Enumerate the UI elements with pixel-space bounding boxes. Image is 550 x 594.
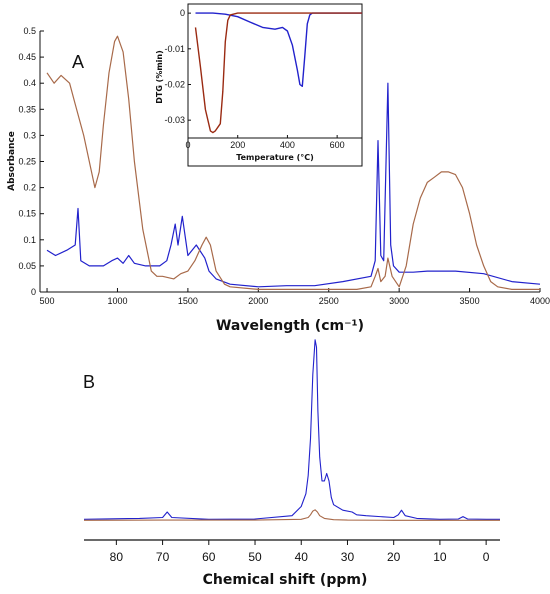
panel-a-series-blue-line — [46, 82, 541, 288]
x-tick-label-b: 70 — [156, 550, 170, 564]
x-tick-label-a: 2500 — [319, 296, 339, 306]
inset-panel: 0 200 400 600 0 -0.01 -0.02 -0.03 DTG (%min) Te… — [155, 3, 363, 167]
y-tick-label-a: 0.25 — [18, 157, 36, 167]
panel-a-series-brown-line — [46, 35, 540, 290]
y-tick-label-inset: -0.01 — [164, 44, 185, 54]
x-axis-label-b: Chemical shift (ppm) — [203, 572, 368, 588]
y-tick-label-inset: -0.02 — [164, 79, 185, 89]
tick-group-b: 80 70 60 50 40 30 20 10 0 — [110, 540, 490, 564]
panel-b-series-brown-line — [83, 509, 500, 521]
tick-group-inset: 0 200 400 600 0 -0.01 -0.02 -0.03 — [164, 8, 362, 150]
x-tick-label-a: 1500 — [178, 296, 198, 306]
inset-series-blue-line — [195, 12, 362, 88]
x-tick-label-b: 40 — [295, 550, 309, 564]
x-tick-label-b: 60 — [202, 550, 216, 564]
y-tick-label-a: 0.05 — [18, 261, 36, 271]
panel-b-series-blue-line — [83, 339, 500, 520]
x-tick-label-b: 10 — [433, 550, 447, 564]
panel-b: B 80 70 60 50 40 30 20 10 0 Chemical shift (ppm) — [83, 339, 500, 588]
x-tick-label-inset: 400 — [280, 140, 295, 150]
y-axis-label-inset: DTG (%min) — [155, 50, 164, 104]
x-tick-label-b: 20 — [387, 550, 401, 564]
y-tick-label-a: 0.3 — [23, 130, 36, 140]
y-tick-label-inset: 0 — [180, 8, 185, 18]
y-axis-label-a: Absorbance — [7, 131, 17, 191]
x-axis-label-inset: Temperature (°C) — [236, 153, 314, 162]
y-tick-label-a: 0.1 — [23, 235, 36, 245]
inset-frame — [187, 3, 363, 167]
y-tick-label-a: 0.5 — [23, 26, 36, 36]
y-tick-label-a: 0.2 — [23, 183, 36, 193]
inset-series-darkred-line — [194, 12, 362, 134]
x-tick-label-b: 0 — [483, 550, 490, 564]
y-tick-label-inset: -0.03 — [164, 115, 185, 125]
x-tick-label-a: 3000 — [389, 296, 409, 306]
series-group-inset — [194, 12, 362, 134]
panel-a: A 500 1000 1500 2000 2500 3000 3500 400000.050.… — [7, 26, 550, 334]
x-tick-label-a: 4000 — [530, 296, 550, 306]
x-tick-label-b: 30 — [341, 550, 355, 564]
y-tick-label-a: 0.4 — [23, 78, 36, 88]
panel-label-b: B — [83, 372, 95, 392]
y-tick-label-a: 0.45 — [18, 52, 36, 62]
series-group-b — [83, 339, 500, 521]
panel-label-a: A — [72, 52, 84, 72]
x-tick-label-inset: 600 — [330, 140, 345, 150]
x-tick-label-b: 80 — [110, 550, 124, 564]
x-tick-label-a: 2000 — [248, 296, 268, 306]
y-tick-label-a: 0 — [31, 287, 36, 297]
x-tick-label-b: 50 — [248, 550, 262, 564]
x-tick-label-inset: 0 — [185, 140, 190, 150]
x-tick-label-a: 3500 — [460, 296, 480, 306]
series-group-a — [46, 35, 541, 290]
x-tick-label-a: 1000 — [107, 296, 127, 306]
x-tick-label-inset: 200 — [230, 140, 245, 150]
y-tick-label-a: 0.15 — [18, 209, 36, 219]
x-tick-label-a: 500 — [40, 296, 55, 306]
x-axis-label-a: Wavelength (cm⁻¹) — [216, 318, 364, 334]
tick-group-a: 500 1000 1500 2000 2500 3000 3500 400000.050.10… — [18, 26, 550, 306]
y-tick-label-a: 0.35 — [18, 104, 36, 114]
